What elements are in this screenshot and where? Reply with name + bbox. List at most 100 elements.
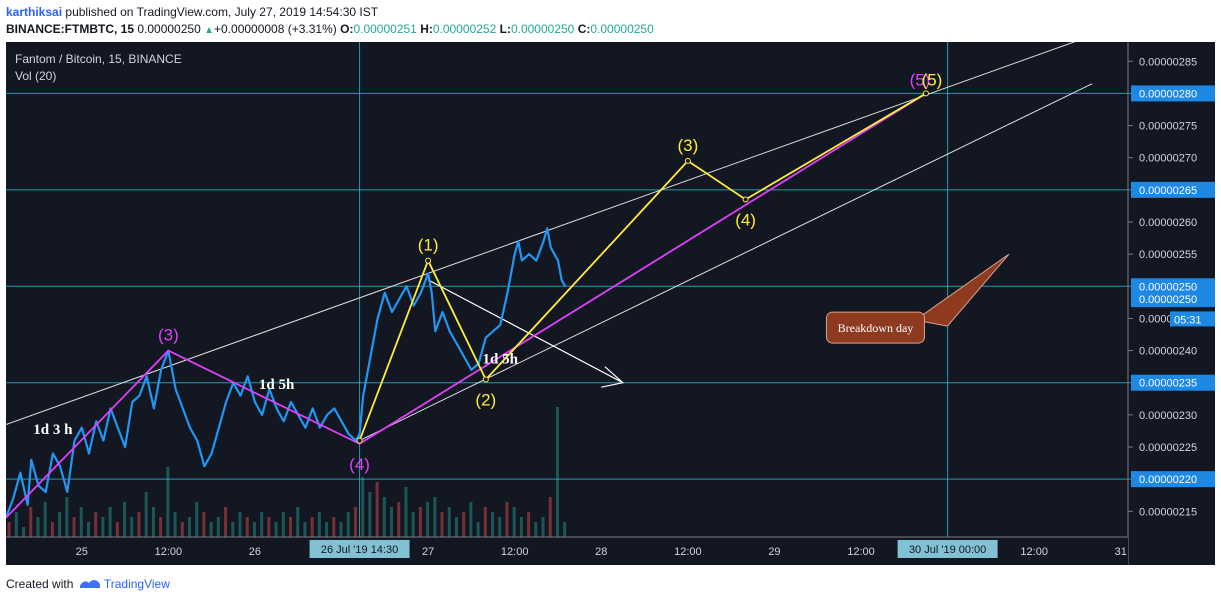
open-value: 0.00000251: [353, 22, 417, 36]
yellow-wave-line: [358, 92, 927, 441]
volume-bar: [137, 512, 141, 537]
publish-line: karthiksai published on TradingView.com,…: [6, 5, 378, 19]
volume-bar: [541, 517, 545, 537]
x-tick-label: 12:00: [501, 546, 529, 558]
volume-bar: [447, 507, 451, 537]
volume-bar: [94, 512, 98, 537]
volume-bar: [382, 497, 386, 537]
yellow-wave-label: (5): [922, 70, 943, 89]
x-tick-label: 26: [249, 546, 261, 558]
volume-bar: [411, 512, 415, 537]
price-label-bg: [1131, 471, 1215, 488]
close-label: C:: [577, 22, 591, 36]
price-chart[interactable]: (3) (4) (5) (1) (2) (3) (4) (5) 1d 3 h 1d 5h 1d 5h…: [6, 42, 1215, 565]
x-tick-label: 12:00: [155, 546, 183, 558]
volume-bar: [310, 517, 314, 537]
duration-annotation: 1d 5h: [483, 351, 519, 367]
volume-bar: [555, 407, 559, 537]
volume-bar: [267, 517, 271, 537]
volume-bar: [209, 522, 213, 537]
volume-bar: [173, 512, 177, 537]
tradingview-link[interactable]: TradingView: [103, 577, 170, 591]
volume-bar: [332, 517, 336, 537]
price-label-bg: [1131, 85, 1215, 102]
close-value: 0.00000250: [590, 22, 654, 36]
volume-bar: [36, 517, 40, 537]
volume-bar: [498, 517, 502, 537]
y-tick-label: 0.00000270: [1139, 153, 1197, 165]
volume-bar: [58, 512, 62, 537]
volume-bar: [462, 512, 466, 537]
author-link[interactable]: karthiksai: [6, 5, 63, 19]
x-tick-label: 28: [595, 546, 607, 558]
volume-bar: [548, 497, 552, 537]
callout-pointer: [914, 253, 1010, 327]
volume-bar: [339, 522, 343, 537]
volume-bar: [180, 522, 184, 537]
volume-bar: [72, 517, 76, 537]
time-cursor-label: 30 Jul '19 00:00: [909, 544, 986, 556]
volume-bar: [79, 507, 83, 537]
volume-bar: [245, 517, 249, 537]
volume-bar: [433, 497, 437, 537]
volume-bar: [123, 502, 127, 537]
volume-bar: [159, 517, 163, 537]
magenta-wave-line: [6, 92, 927, 519]
callout-text: Breakdown day: [838, 321, 914, 335]
y-tick-label: 0.00000285: [1139, 56, 1197, 68]
chart-panel[interactable]: [6, 42, 1215, 565]
volume-bar: [144, 492, 148, 537]
price-change: +0.00000008 (+3.31%): [214, 22, 337, 36]
trend-channel-line: [359, 83, 1093, 442]
created-with-label: Created with: [6, 577, 74, 591]
volume-bar: [534, 522, 538, 537]
price-label: 0.00000280: [1139, 88, 1197, 100]
magenta-wave-label: (4): [349, 455, 370, 474]
duration-annotation: 1d 3 h: [33, 422, 73, 438]
footer: Created with TradingView: [6, 577, 170, 591]
yellow-wave-label: (1): [418, 236, 439, 255]
volume-bar: [238, 512, 242, 537]
x-tick-label: 12:00: [847, 546, 875, 558]
x-tick-label: 27: [422, 546, 434, 558]
yellow-wave-label: (2): [475, 391, 496, 410]
ticker: BINANCE:FTMBTC, 15: [6, 22, 134, 36]
low-value: 0.00000250: [510, 22, 575, 36]
volume-bar: [303, 522, 307, 537]
price-label-bg: [1131, 278, 1215, 295]
volume-bar: [101, 517, 105, 537]
volume-bar: [29, 507, 33, 537]
projection-arrow-line: [427, 279, 624, 384]
price-label: 0.00000250: [1139, 281, 1197, 293]
low-label: L:: [499, 22, 511, 36]
volume-bar: [563, 522, 567, 537]
volume-bar: [281, 512, 285, 537]
wave-point: [425, 257, 432, 264]
wave-point: [356, 437, 363, 444]
volume-bar: [404, 487, 408, 537]
y-tick-label: 0.00000240: [1139, 346, 1197, 358]
price-label: 0.00000235: [1139, 378, 1197, 390]
price-label-bg: [1131, 374, 1215, 391]
volume-bar: [519, 517, 523, 537]
last-price: 0.00000250: [137, 22, 201, 36]
price-label-bg: [1131, 181, 1215, 198]
duration-annotation: 1d 5h: [259, 377, 295, 393]
volume-bar: [166, 467, 170, 537]
open-label: O:: [340, 22, 354, 36]
volume-bar: [361, 477, 365, 537]
volume-bar: [325, 522, 329, 537]
volume-bar: [426, 502, 430, 537]
publish-info: published on TradingView.com, July 27, 2…: [65, 5, 379, 19]
price-label: 0.00000265: [1139, 185, 1197, 197]
volume-bar: [368, 492, 372, 537]
volume-bar: [7, 522, 11, 537]
volume-legend: Vol (20): [15, 69, 57, 83]
volume-bar: [346, 512, 350, 537]
y-tick-label: 0.00000230: [1139, 410, 1197, 422]
volume-bar: [43, 502, 47, 537]
volume-bar: [252, 522, 256, 537]
volume-bar: [527, 512, 531, 537]
volume-bar: [14, 512, 18, 537]
volume-bar: [108, 507, 112, 537]
